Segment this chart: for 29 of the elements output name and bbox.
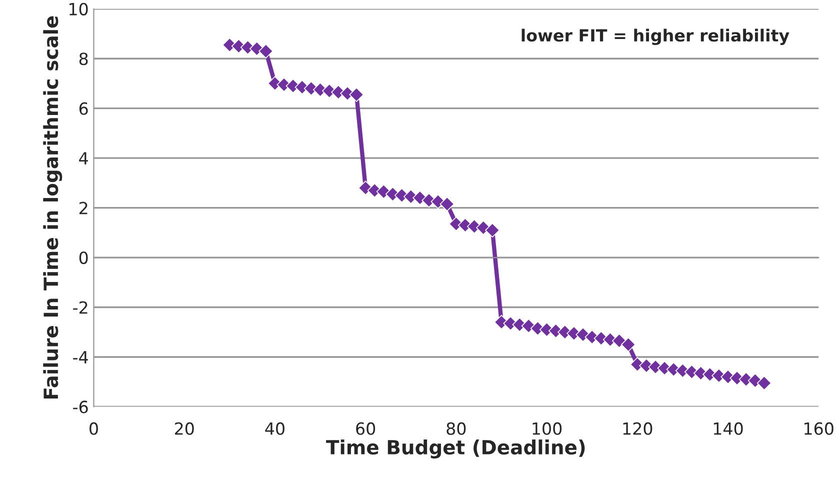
point: [358, 180, 373, 196]
y-tick-label: -2: [73, 301, 88, 314]
x-tick-label: 140: [714, 422, 743, 435]
y-tick-label: 6: [79, 102, 88, 115]
x-tick-label: 80: [446, 422, 466, 435]
x-tick-label: 60: [356, 422, 376, 435]
x-tick-label: 0: [90, 422, 98, 435]
x-tick-label: 100: [532, 422, 562, 435]
point: [258, 44, 274, 58]
y-axis-title: Failure In Time in logarithmic scale: [43, 16, 62, 399]
point: [485, 222, 500, 238]
point: [621, 337, 636, 352]
y-tick-label: -4: [73, 351, 88, 364]
x-tick-label: 120: [623, 422, 652, 435]
x-tick-label: 40: [265, 422, 284, 435]
point: [349, 87, 364, 102]
y-tick-label: 2: [80, 202, 88, 214]
point: [440, 196, 454, 212]
y-tick-label: 0: [79, 251, 88, 264]
x-tick-label: 160: [804, 422, 834, 435]
y-tick-label: 4: [79, 152, 88, 164]
point: [756, 376, 772, 390]
y-tick-label: 10: [70, 2, 88, 16]
point: [612, 334, 627, 348]
x-axis-title: Time Budget (Deadline): [326, 440, 585, 458]
y-tick-label: -6: [73, 400, 88, 414]
y-tick-label: 8: [79, 52, 88, 66]
x-tick-label: 20: [174, 422, 194, 435]
annotation: lower FIT = higher reliability: [522, 28, 790, 46]
